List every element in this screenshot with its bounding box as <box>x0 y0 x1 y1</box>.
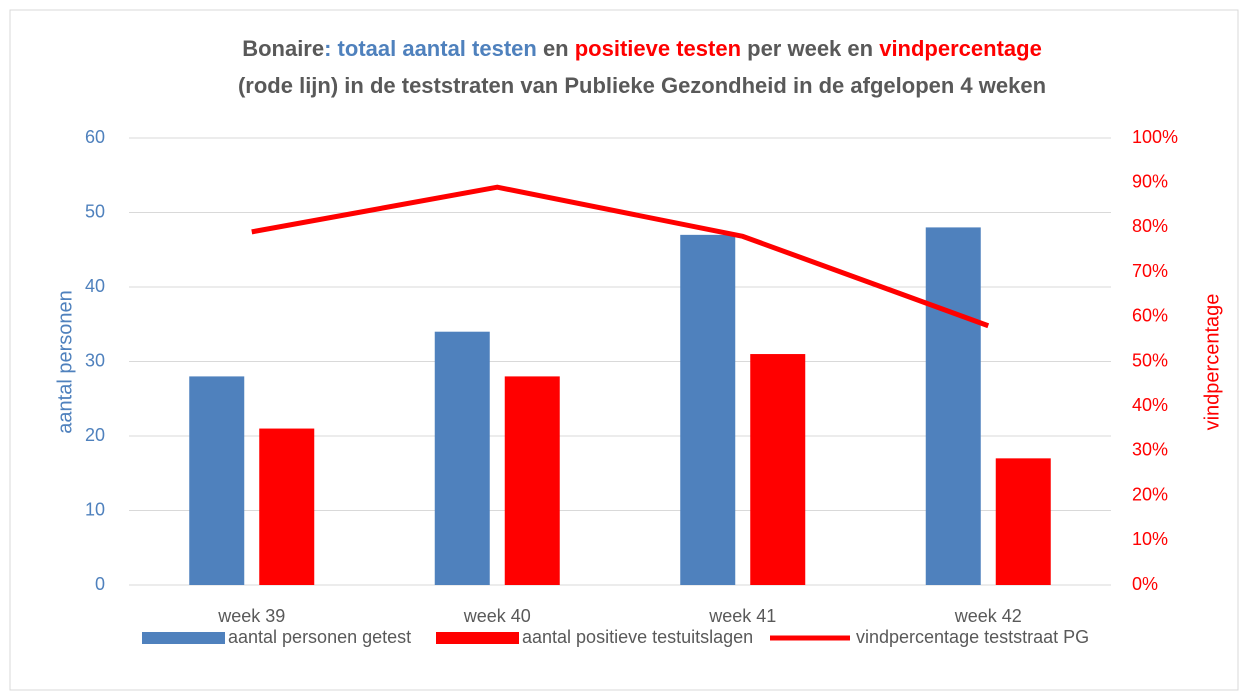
y2-tick-label: 90% <box>1132 171 1168 191</box>
y2-tick-label: 50% <box>1132 350 1168 370</box>
line <box>251 184 990 329</box>
legend-swatch <box>436 632 519 644</box>
y-tick-label: 0 <box>95 574 105 594</box>
chart-title: (rode lijn) in de teststraten van Publie… <box>238 73 1046 98</box>
y-tick-label: 50 <box>85 201 105 221</box>
x-tick-label: week 41 <box>708 606 776 626</box>
title-part: per week en <box>741 36 879 61</box>
y2-tick-label: 40% <box>1132 395 1168 415</box>
bar <box>259 428 315 585</box>
legend-swatch <box>142 632 225 644</box>
x-tick-label: week 40 <box>463 606 531 626</box>
bar <box>925 227 981 585</box>
y2-tick-label: 0% <box>1132 574 1158 594</box>
title-part: en <box>537 36 575 61</box>
y2-tick-label: 100% <box>1132 127 1178 147</box>
chart-border <box>9 9 1239 691</box>
y2-tick-label: 30% <box>1132 440 1168 460</box>
y2-tick-label: 60% <box>1132 306 1168 326</box>
bar <box>995 458 1051 585</box>
bar <box>750 354 806 585</box>
title-part: : totaal aantal testen <box>324 36 537 61</box>
x-tick-label: week 42 <box>954 606 1022 626</box>
chart-title: Bonaire: totaal aantal testen en positie… <box>242 36 1042 61</box>
y-axis-label: aantal personen <box>54 290 76 433</box>
y-tick-label: 20 <box>85 425 105 445</box>
title-part: vindpercentage <box>879 36 1042 61</box>
bar <box>680 234 736 585</box>
bar <box>434 331 490 585</box>
legend-label: vindpercentage teststraat PG <box>856 627 1089 647</box>
y2-tick-label: 10% <box>1132 529 1168 549</box>
y2-tick-label: 20% <box>1132 484 1168 504</box>
y-tick-label: 40 <box>85 276 105 296</box>
bar <box>189 376 245 585</box>
y2-axis-label: vindpercentage <box>1201 294 1223 431</box>
legend-label: aantal personen getest <box>228 627 411 647</box>
y2-tick-label: 70% <box>1132 261 1168 281</box>
title-part: positieve testen <box>575 36 741 61</box>
y-tick-label: 30 <box>85 350 105 370</box>
bar <box>504 376 560 585</box>
y-tick-label: 60 <box>85 127 105 147</box>
title-part: Bonaire <box>242 36 324 61</box>
y2-tick-label: 80% <box>1132 216 1168 236</box>
y-tick-label: 10 <box>85 499 105 519</box>
legend-label: aantal positieve testuitslagen <box>522 627 753 647</box>
x-tick-label: week 39 <box>217 606 285 626</box>
